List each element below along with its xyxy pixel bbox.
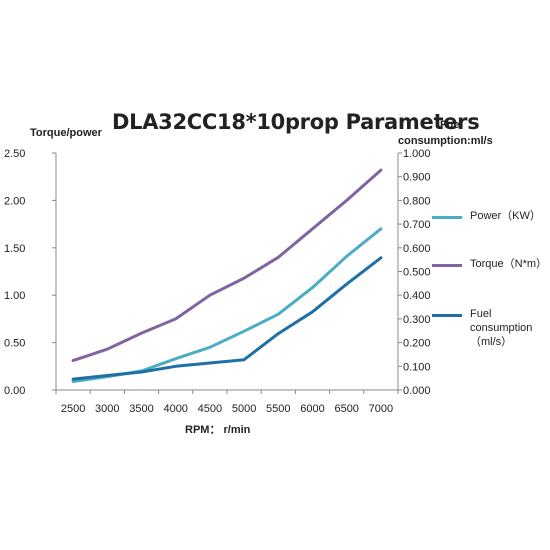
right-tick-label: 0.800 — [403, 195, 431, 207]
right-tick-label: 0.900 — [403, 172, 431, 184]
right-axis-label-line1: Fuel — [440, 119, 463, 131]
x-tick-label: 5000 — [232, 403, 256, 415]
right-tick-label: 0.300 — [403, 314, 431, 326]
legend-swatch — [432, 314, 462, 317]
left-tick-label: 0.50 — [4, 338, 25, 350]
legend-label: Fuel consumption （ml/s） — [470, 308, 533, 348]
x-tick-label: 3000 — [95, 403, 119, 415]
left-tick-label: 0.00 — [4, 385, 25, 397]
x-tick-label: 7000 — [369, 403, 393, 415]
left-tick-label: 2.50 — [4, 148, 25, 160]
right-tick-label: 0.400 — [403, 290, 431, 302]
series-line-2 — [71, 168, 383, 363]
right-axis-label: Fuel consumption:ml/s — [398, 117, 493, 149]
right-tick-label: 0.100 — [403, 361, 431, 373]
series-line-3 — [71, 256, 383, 381]
right-tick-label: 1.000 — [403, 148, 431, 160]
right-tick-label: 0.700 — [403, 219, 431, 231]
right-tick-label: 0.600 — [403, 243, 431, 255]
x-axis-label: RPM： r/min — [185, 424, 251, 436]
right-axis-label-line2: consumption:ml/s — [398, 135, 493, 147]
x-tick-label: 6500 — [334, 403, 358, 415]
legend-label: Power（KW） — [470, 210, 541, 222]
right-tick-label: 0.200 — [403, 338, 431, 350]
chart-title: DLA32CC18*10prop Parameters — [112, 110, 480, 134]
left-axis-label: Torque/power — [30, 127, 102, 139]
right-tick-label: 0.000 — [403, 385, 431, 397]
x-tick-label: 6000 — [300, 403, 324, 415]
x-tick-label: 4000 — [163, 403, 187, 415]
right-tick-label: 0.500 — [403, 267, 431, 279]
x-tick-label: 5500 — [266, 403, 290, 415]
left-tick-label: 1.50 — [4, 243, 25, 255]
legend-swatch — [432, 216, 462, 219]
series-line-1 — [71, 227, 383, 383]
left-tick-label: 1.00 — [4, 290, 25, 302]
legend-swatch — [432, 264, 462, 267]
x-tick-label: 3500 — [129, 403, 153, 415]
legend-label: Torque（N*m） — [470, 258, 548, 270]
x-tick-label: 2500 — [61, 403, 85, 415]
x-tick-label: 4500 — [198, 403, 222, 415]
left-tick-label: 2.00 — [4, 195, 25, 207]
